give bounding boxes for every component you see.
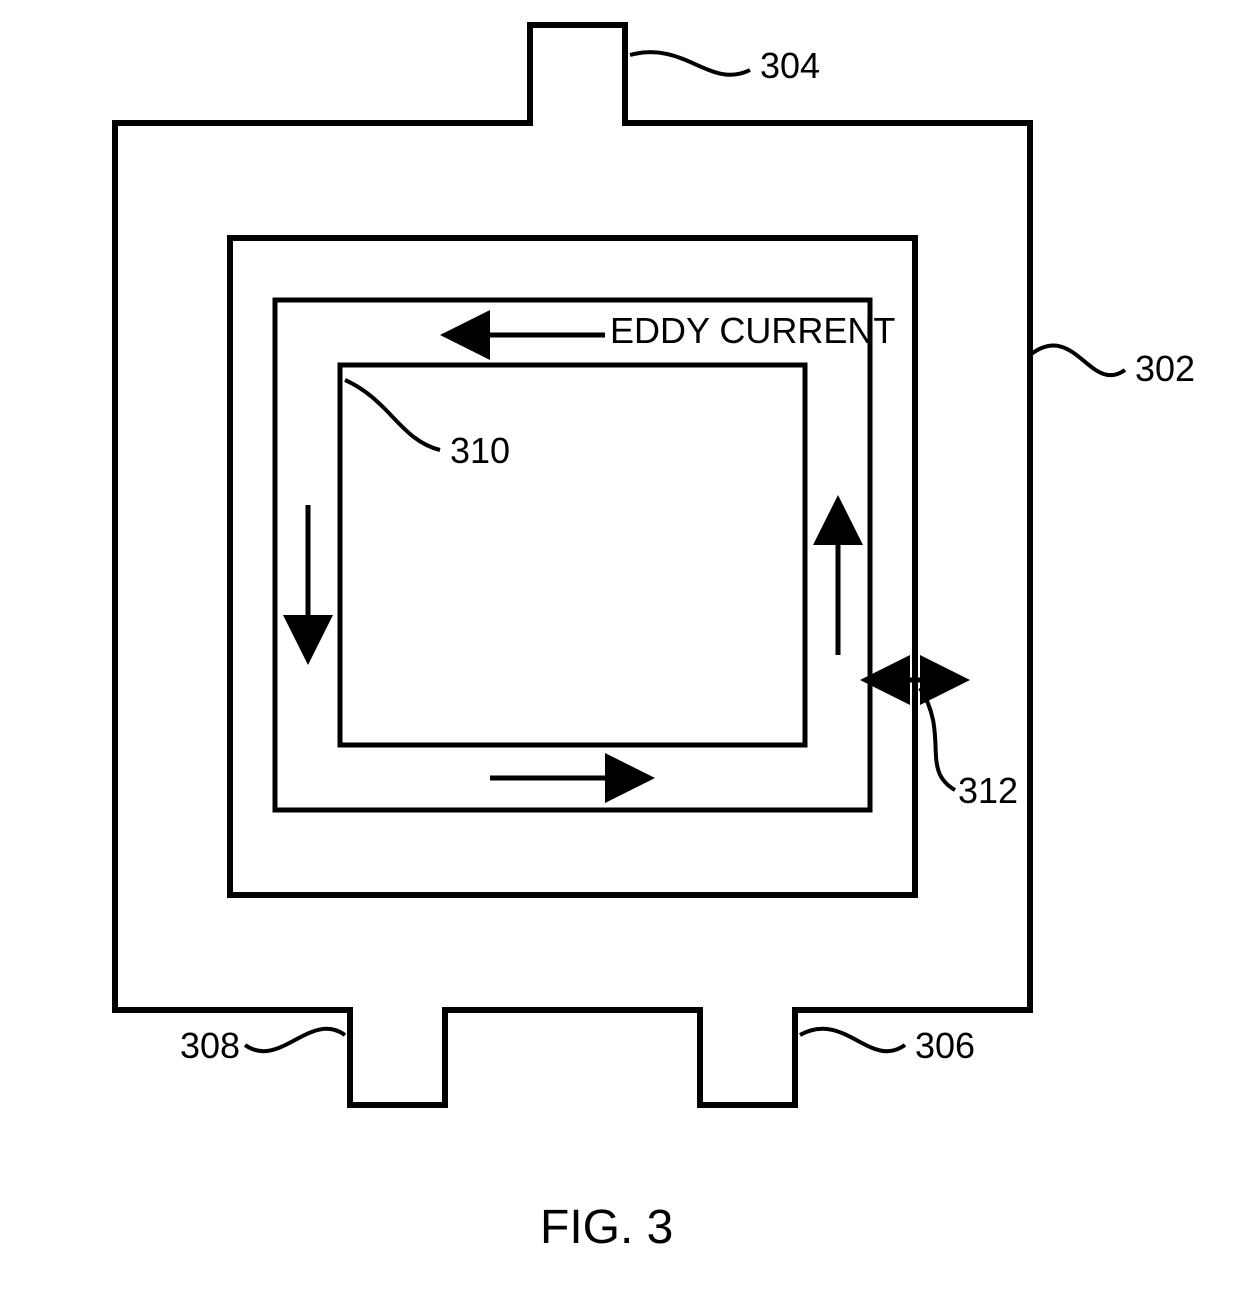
leader-312 <box>920 688 955 790</box>
diagram-svg <box>0 0 1240 1303</box>
ref-312: 312 <box>958 770 1018 812</box>
leader-304 <box>630 52 750 75</box>
leader-306 <box>800 1029 905 1051</box>
ref-310: 310 <box>450 430 510 472</box>
ref-302: 302 <box>1135 348 1195 390</box>
leader-302 <box>1030 346 1125 376</box>
ref-308: 308 <box>180 1025 240 1067</box>
ref-304: 304 <box>760 45 820 87</box>
ref-306: 306 <box>915 1025 975 1067</box>
leader-308 <box>245 1029 345 1051</box>
outer-frame-outline <box>115 25 1030 1105</box>
figure-caption: FIG. 3 <box>540 1200 673 1255</box>
inner-ring-outer <box>275 300 870 810</box>
inner-ring-inner <box>340 365 805 745</box>
eddy-current-label: EDDY CURRENT <box>610 310 895 352</box>
leader-310 <box>345 380 440 450</box>
